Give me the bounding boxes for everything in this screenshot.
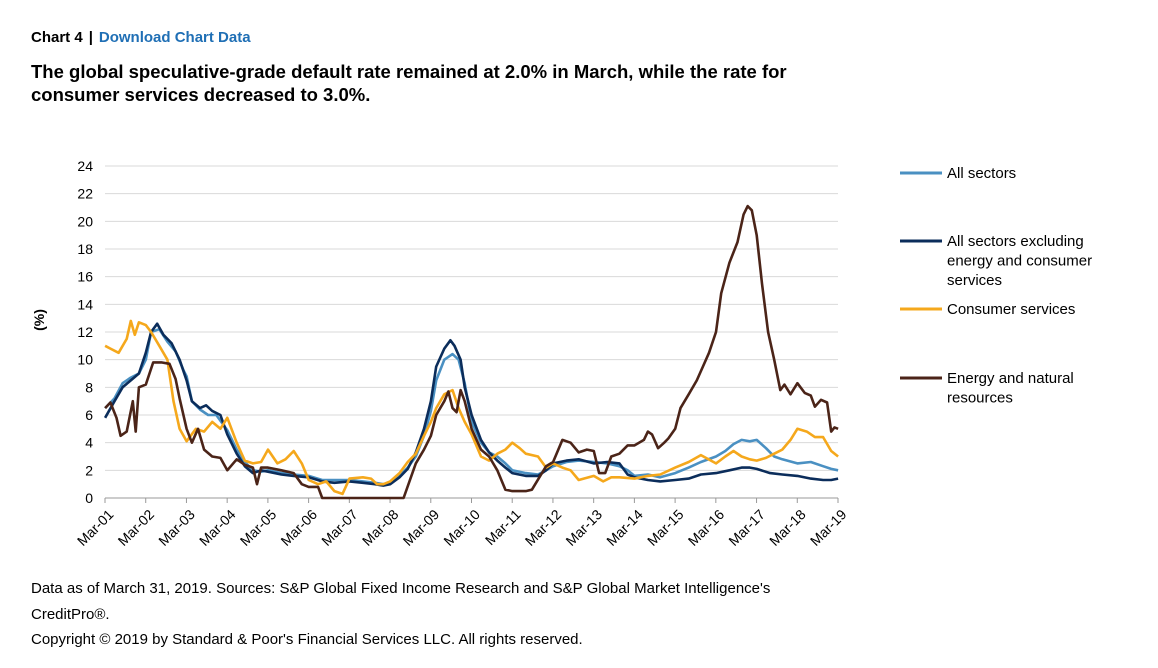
legend-label-3: Consumer services [947,301,1075,318]
y-tick-label-14: 14 [77,296,93,312]
x-tick-label: Mar-02 [115,506,158,549]
x-tick-label: Mar-16 [685,506,728,549]
y-tick-label-24: 24 [77,158,93,174]
x-tick-label: Mar-19 [807,506,850,549]
x-tick-label: Mar-06 [277,506,320,549]
x-tick-label: Mar-04 [196,506,239,549]
y-tick-label-16: 16 [77,269,93,285]
x-tick-label: Mar-08 [359,506,402,549]
series-line-4 [104,204,839,500]
y-tick-label-12: 12 [77,324,93,340]
x-tick-label: Mar-03 [155,506,198,549]
y-axis-label: (%) [31,309,47,331]
x-tick-label: Mar-17 [725,506,768,549]
y-tick-label-6: 6 [85,407,93,423]
y-tick-label-2: 2 [85,462,93,478]
footnote-sources-cont: CreditPro®. [31,605,110,623]
x-tick-label: Mar-13 [562,506,605,549]
y-tick-label-10: 10 [77,352,93,368]
y-tick-label-4: 4 [85,435,93,451]
legend-label-4: Energy and natural resources [947,370,1074,407]
y-tick-label-20: 20 [77,213,93,229]
legend: All sectors All sectors excluding energy a… [900,165,1092,407]
x-axis-ticks: Mar-01Mar-02Mar-03Mar-04Mar-05Mar-06Mar-… [74,498,850,549]
download-chart-data-link[interactable]: Download Chart Data [98,29,251,46]
chart-footnote: Data as of March 31, 2019. Sources: S&P … [31,576,911,653]
chart-title: The global speculative-grade default rat… [31,61,787,105]
y-tick-label-0: 0 [85,490,93,506]
series-line-3 [104,319,839,496]
footnote-sources: Data as of March 31, 2019. Sources: S&P … [31,580,771,597]
y-tick-label-8: 8 [85,379,93,395]
x-tick-label: Mar-07 [318,506,361,549]
x-tick-label: Mar-10 [440,506,483,549]
legend-label-2: All sectors excluding energy and consumer… [947,233,1092,289]
series-line-2 [103,322,839,487]
x-tick-label: Mar-15 [644,506,687,549]
x-tick-label: Mar-18 [766,506,809,549]
legend-label-1: All sectors [947,165,1016,182]
y-tick-label-22: 22 [77,186,93,202]
x-tick-label: Mar-12 [522,506,565,549]
footnote-copyright: Copyright © 2019 by Standard & Poor's Fi… [31,631,583,648]
x-tick-label: Mar-11 [482,506,524,548]
x-tick-label: Mar-09 [400,506,443,549]
x-tick-label: Mar-01 [74,506,117,549]
x-tick-label: Mar-14 [603,506,646,549]
chart-header: Chart 4 | Download Chart Data [31,29,251,46]
series-lines [103,204,839,500]
series-line-1 [104,327,839,486]
chart-number: Chart 4 [31,29,83,46]
x-tick-label: Mar-05 [237,506,280,549]
header-separator: | [88,29,93,46]
y-tick-label-18: 18 [77,241,93,257]
